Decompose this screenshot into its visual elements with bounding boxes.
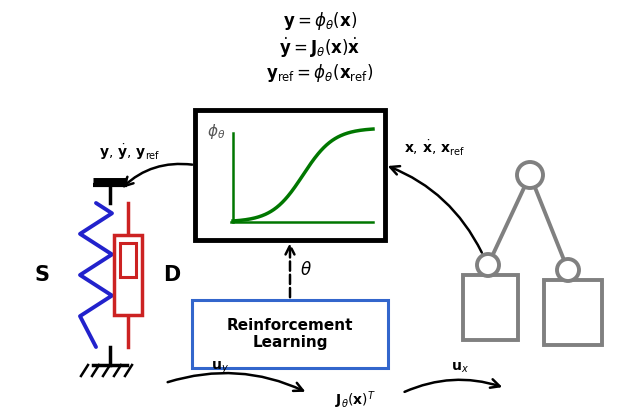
- Text: $\theta$: $\theta$: [300, 261, 312, 279]
- Text: $\mathbf{u}_y$: $\mathbf{u}_y$: [211, 360, 229, 376]
- Text: $\mathbf{u}_x$: $\mathbf{u}_x$: [451, 361, 469, 375]
- Circle shape: [557, 259, 579, 281]
- Bar: [114, 235, 142, 315]
- Text: Reinforcement
Learning: Reinforcement Learning: [227, 318, 353, 350]
- Text: $\mathbf{x},\, \dot{\mathbf{x}},\, \mathbf{x}_{\mathrm{ref}}$: $\mathbf{x},\, \dot{\mathbf{x}},\, \math…: [404, 139, 466, 158]
- Text: $\mathbf{y}_{\mathrm{ref}} = \phi_\theta(\mathbf{x}_{\mathrm{ref}})$: $\mathbf{y}_{\mathrm{ref}} = \phi_\theta…: [266, 62, 374, 84]
- Text: $\mathbf{y} = \phi_\theta(\mathbf{x})$: $\mathbf{y} = \phi_\theta(\mathbf{x})$: [283, 10, 357, 32]
- Bar: [192, 300, 388, 368]
- Bar: [195, 110, 385, 240]
- Bar: [120, 243, 136, 277]
- Circle shape: [477, 254, 499, 276]
- Text: $\mathbf{S}$: $\mathbf{S}$: [35, 265, 50, 285]
- Text: $\phi_\theta$: $\phi_\theta$: [207, 122, 225, 141]
- Text: $\mathbf{D}$: $\mathbf{D}$: [163, 265, 181, 285]
- Circle shape: [517, 162, 543, 188]
- Text: $\mathbf{y},\, \dot{\mathbf{y}},\, \mathbf{y}_{\mathrm{ref}}$: $\mathbf{y},\, \dot{\mathbf{y}},\, \math…: [99, 142, 161, 162]
- Bar: [463, 275, 518, 340]
- Text: $\mathbf{J}_\theta(\mathbf{x})^T$: $\mathbf{J}_\theta(\mathbf{x})^T$: [335, 389, 376, 411]
- Text: $\dot{\mathbf{y}} = \mathbf{J}_\theta(\mathbf{x})\dot{\mathbf{x}}$: $\dot{\mathbf{y}} = \mathbf{J}_\theta(\m…: [279, 36, 361, 60]
- Bar: [544, 280, 602, 345]
